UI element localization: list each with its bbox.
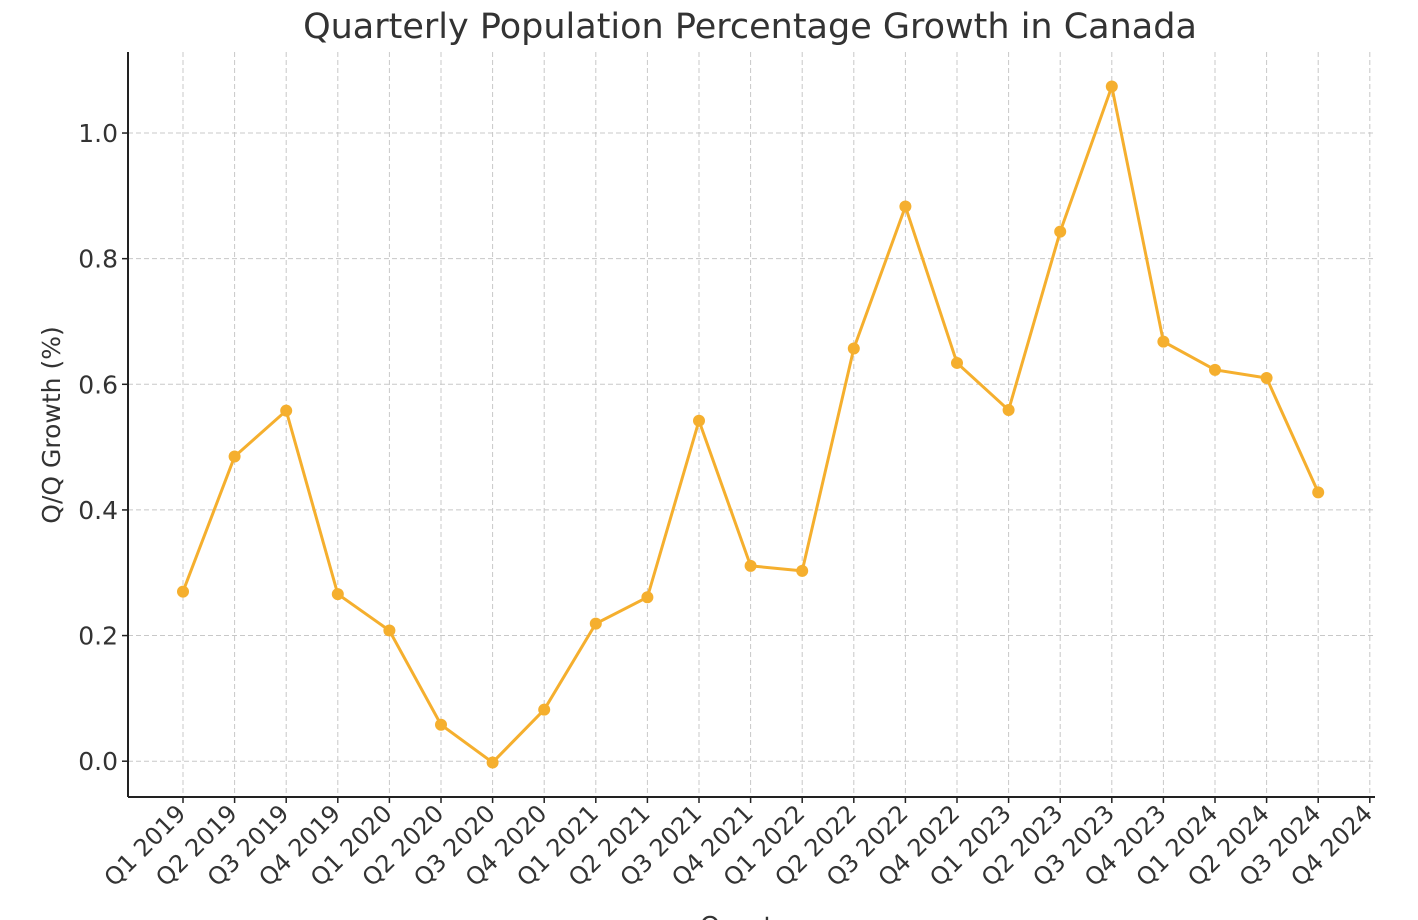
point xyxy=(280,404,293,417)
point xyxy=(589,617,602,630)
point xyxy=(1209,363,1221,376)
point xyxy=(177,585,189,598)
point xyxy=(331,588,344,601)
point xyxy=(899,200,912,213)
point xyxy=(435,718,447,731)
point xyxy=(1054,225,1067,238)
y-tick-label: 0.0 xyxy=(78,747,118,776)
y-axis-label: Q/Q Growth (%) xyxy=(37,326,66,523)
point xyxy=(1260,372,1273,385)
point xyxy=(1105,80,1118,93)
point xyxy=(1002,404,1015,417)
y-tick-label: 0.4 xyxy=(78,496,118,525)
y-tick-label: 1.0 xyxy=(78,119,118,148)
y-tick-label: 0.2 xyxy=(78,622,118,651)
x-axis-label: Quarter xyxy=(700,912,801,920)
point xyxy=(1312,486,1325,499)
point xyxy=(693,414,705,427)
point xyxy=(796,564,809,577)
point xyxy=(538,703,551,716)
point xyxy=(641,591,654,604)
point xyxy=(486,756,499,769)
y-tick-label: 0.8 xyxy=(78,245,118,274)
y-tick-label: 0.6 xyxy=(78,370,118,399)
point xyxy=(744,559,757,572)
point xyxy=(228,450,241,463)
point xyxy=(1157,335,1170,348)
point xyxy=(847,342,860,355)
chart-title: Quarterly Population Percentage Growth i… xyxy=(303,7,1197,47)
point xyxy=(383,624,396,637)
point xyxy=(951,356,963,369)
